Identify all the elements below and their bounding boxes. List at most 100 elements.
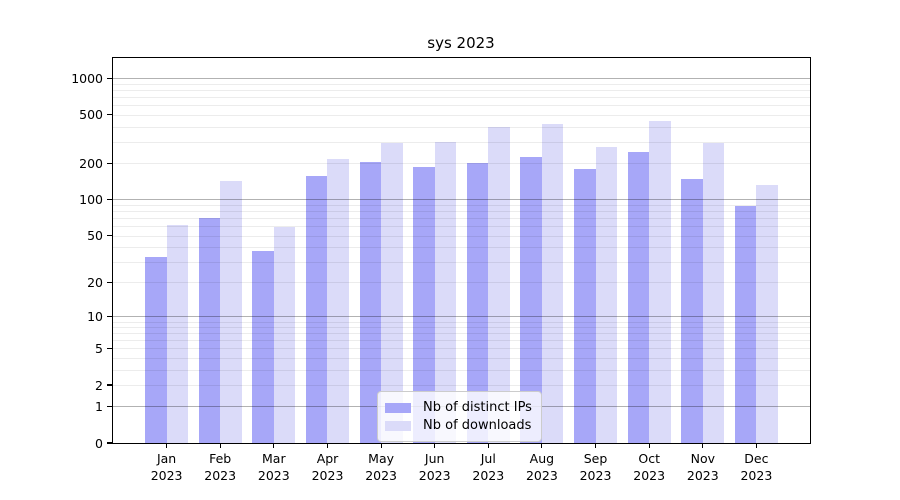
bar-distinct-ips-feb-2023 (198, 218, 221, 443)
axis-layer: 0 1 2 5 10 20 50 100 200 500 1000 Jan 2023 Feb 2023 M… (71, 58, 810, 483)
gridline-minor (113, 90, 810, 92)
gridline-minor (113, 235, 810, 237)
bar-distinct-ips-nov-2023 (681, 178, 703, 443)
bar-downloads-may-2023 (381, 142, 403, 443)
x-tick-label: May 2023 (365, 451, 397, 483)
bar-distinct-ips-jan-2023 (145, 256, 167, 443)
bar-downloads-aug-2023 (541, 123, 564, 443)
bar-downloads-dec-2023 (756, 184, 778, 443)
x-tick-label: Jul 2023 (472, 451, 505, 483)
chart-title: sys 2023 (427, 34, 495, 52)
x-tick-label: Mar 2023 (257, 451, 290, 483)
y-tick-mark (107, 405, 113, 407)
gridline-minor (113, 114, 810, 116)
x-tick-label: Nov 2023 (686, 451, 719, 483)
bar-distinct-ips-jun-2023 (413, 167, 435, 443)
bar-distinct-ips-jul-2023 (466, 163, 489, 443)
y-tick-label: 1 (95, 398, 103, 414)
x-tick-mark (541, 443, 543, 448)
x-tick-mark (755, 443, 757, 448)
x-tick-mark (326, 443, 329, 448)
gridline-minor (113, 385, 810, 386)
gridline-major (113, 78, 810, 80)
bar-distinct-ips-sep-2023 (574, 169, 596, 443)
x-tick-mark (648, 443, 650, 448)
x-tick-label: Dec 2023 (740, 451, 773, 483)
y-tick-mark (107, 234, 113, 237)
bar-downloads-oct-2023 (649, 120, 671, 443)
gridline-minor (113, 97, 810, 99)
bar-downloads-nov-2023 (702, 142, 725, 443)
x-tick-label: Jun 2023 (418, 451, 451, 483)
grid-layer (113, 58, 810, 443)
legend-swatch-downloads (385, 420, 411, 431)
y-tick-mark (107, 442, 113, 444)
gridline-minor (113, 126, 810, 128)
gridline-minor (113, 218, 810, 219)
bar-distinct-ips-mar-2023 (252, 251, 274, 443)
y-tick-label: 5 (95, 340, 103, 356)
gridline-minor (113, 327, 810, 328)
y-tick-mark (107, 77, 113, 79)
legend-item-downloads: Nb of downloads (385, 417, 532, 434)
x-tick-label: Jan 2023 (150, 451, 183, 483)
legend-label-distinct-ips: Nb of distinct IPs (423, 400, 532, 415)
x-tick-label: Oct 2023 (633, 451, 666, 483)
gridline-minor (113, 105, 810, 107)
x-tick-mark (219, 443, 221, 448)
gridline-minor (113, 358, 810, 359)
legend-label-downloads: Nb of downloads (423, 418, 532, 433)
bar-downloads-jan-2023 (166, 225, 189, 443)
y-tick-label: 500 (79, 107, 103, 123)
bar-downloads-sep-2023 (595, 146, 617, 443)
y-tick-label: 10 (87, 308, 103, 324)
legend-item-distinct-ips: Nb of distinct IPs (385, 399, 532, 416)
gridline-minor (113, 348, 810, 350)
y-tick-mark (107, 281, 113, 283)
gridline-minor (113, 83, 810, 85)
gridline-minor (113, 204, 810, 206)
y-tick-mark (107, 162, 113, 164)
gridline-major (113, 199, 810, 201)
x-tick-label: Aug 2023 (525, 451, 558, 483)
bar-distinct-ips-aug-2023 (520, 156, 542, 443)
y-tick-label: 1000 (71, 70, 103, 86)
bar-downloads-jun-2023 (434, 142, 457, 443)
gridline-minor (113, 282, 810, 284)
y-tick-mark (107, 384, 113, 386)
gridline-minor (113, 369, 810, 371)
y-tick-mark (107, 198, 113, 200)
x-tick-label: Feb 2023 (204, 451, 237, 483)
x-tick-mark (273, 443, 275, 448)
bar-distinct-ips-oct-2023 (627, 151, 650, 443)
bar-downloads-apr-2023 (327, 159, 349, 443)
y-tick-mark (107, 114, 113, 116)
x-tick-mark (702, 443, 704, 448)
y-tick-label: 2 (95, 377, 103, 393)
gridline-minor (113, 141, 810, 143)
gridline-minor (113, 333, 810, 335)
plot-area: 0 1 2 5 10 20 50 100 200 500 1000 Jan 2023 Feb 2023 M… (71, 57, 811, 483)
x-tick-mark (380, 443, 382, 448)
x-tick-mark (487, 443, 489, 448)
legend-swatch-distinct-ips (385, 402, 411, 413)
bar-distinct-ips-dec-2023 (734, 205, 757, 443)
y-tick-label: 20 (87, 274, 103, 290)
x-tick-mark (434, 443, 436, 448)
x-tick-label: Apr 2023 (311, 451, 344, 483)
gridline-minor (113, 163, 810, 165)
bar-distinct-ips-apr-2023 (306, 175, 328, 443)
gridline-minor (113, 261, 810, 263)
y-tick-label: 50 (87, 228, 103, 243)
y-tick-label: 200 (79, 155, 103, 171)
x-tick-mark (594, 443, 597, 448)
gridline-minor (113, 340, 810, 342)
gridline-minor (113, 226, 810, 227)
x-tick-label: Sep 2023 (579, 451, 612, 483)
gridline-minor (113, 321, 810, 323)
y-tick-label: 100 (79, 191, 103, 207)
x-tick-mark (166, 443, 168, 448)
bar-downloads-mar-2023 (273, 226, 296, 443)
y-tick-mark (107, 347, 113, 349)
